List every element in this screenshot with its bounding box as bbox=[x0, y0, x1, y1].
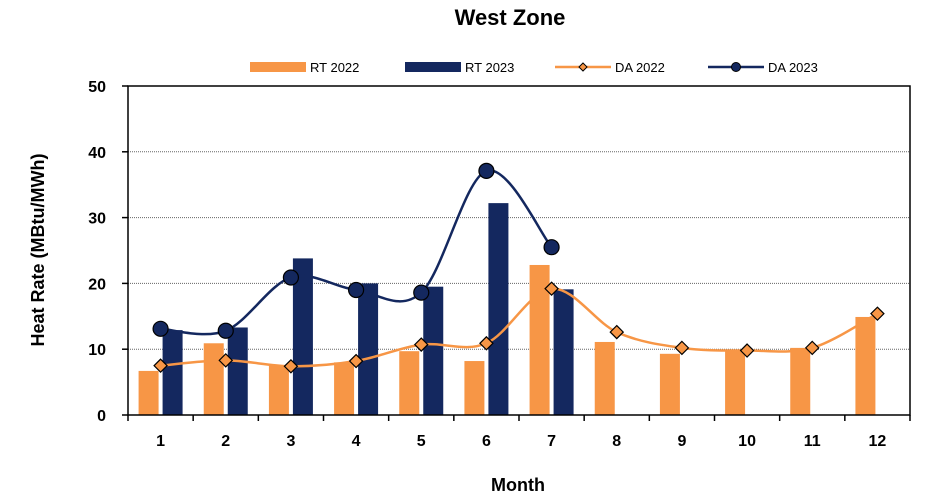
legend-marker bbox=[578, 62, 588, 72]
bar-rt-2023 bbox=[292, 258, 313, 415]
point-da-2022 bbox=[479, 335, 494, 351]
point-da-2022 bbox=[804, 340, 820, 356]
bar-rt-2022 bbox=[659, 353, 680, 415]
legend-item-da-2023: DA 2023 bbox=[708, 60, 818, 75]
point-da-2022 bbox=[153, 358, 168, 373]
point-da-2022 bbox=[413, 337, 429, 352]
legend-label: DA 2023 bbox=[768, 60, 818, 75]
bar-rt-2022 bbox=[203, 343, 224, 415]
bars bbox=[138, 203, 876, 415]
bar-rt-2023 bbox=[358, 283, 379, 415]
bar-rt-2023 bbox=[553, 289, 574, 415]
legend: RT 2022 RT 2023 DA 2022 DA 2023 bbox=[250, 60, 818, 75]
y-axis-title: Heat Rate (MBtu/MWh) bbox=[28, 154, 48, 347]
lines bbox=[152, 162, 885, 374]
legend-item-rt-2022: RT 2022 bbox=[250, 60, 359, 75]
x-tick-label: 1 bbox=[156, 433, 165, 450]
point-da-2022 bbox=[870, 306, 885, 322]
legend-label: RT 2023 bbox=[465, 60, 514, 75]
point-da-2022 bbox=[609, 324, 625, 340]
legend-label: RT 2022 bbox=[310, 60, 359, 75]
bar-rt-2022 bbox=[725, 350, 746, 415]
x-tick-label: 8 bbox=[612, 433, 621, 450]
bar-rt-2023 bbox=[162, 330, 183, 415]
point-da-2022 bbox=[348, 353, 364, 369]
plot-frame bbox=[127, 85, 911, 416]
point-da-2022 bbox=[544, 281, 559, 297]
grid bbox=[128, 85, 910, 350]
x-tick-label: 4 bbox=[352, 433, 361, 450]
point-da-2023 bbox=[478, 162, 495, 179]
y-tick-label: 30 bbox=[88, 211, 106, 228]
point-da-2022 bbox=[218, 353, 234, 368]
y-tick-label: 10 bbox=[88, 342, 106, 359]
y-tick-label: 0 bbox=[97, 408, 106, 425]
point-da-2022 bbox=[674, 340, 690, 356]
bar-rt-2022 bbox=[529, 264, 550, 415]
y-tick-label: 50 bbox=[88, 79, 106, 96]
line-da-2022 bbox=[160, 287, 878, 368]
legend-swatch bbox=[250, 62, 306, 72]
x-tick-label: 12 bbox=[869, 433, 887, 450]
x-tick-label: 11 bbox=[804, 433, 821, 450]
legend-marker bbox=[731, 62, 741, 72]
point-da-2022 bbox=[739, 343, 755, 358]
bar-rt-2022 bbox=[855, 316, 876, 415]
bar-rt-2022 bbox=[268, 365, 289, 415]
legend-label: DA 2022 bbox=[615, 60, 665, 75]
legend-swatch bbox=[405, 62, 461, 72]
x-axis-title: Month bbox=[491, 475, 545, 495]
chart-title: West Zone bbox=[455, 5, 566, 30]
point-da-2023 bbox=[217, 322, 234, 339]
bar-rt-2023 bbox=[423, 286, 444, 415]
point-da-2023 bbox=[413, 284, 430, 301]
bar-rt-2023 bbox=[227, 327, 248, 415]
point-da-2023 bbox=[347, 281, 365, 299]
bar-rt-2022 bbox=[594, 341, 615, 415]
x-tick-label: 7 bbox=[547, 433, 556, 450]
x-tick-label: 9 bbox=[677, 433, 686, 450]
y-tick-label: 40 bbox=[88, 145, 106, 162]
bar-rt-2022 bbox=[790, 347, 811, 415]
bar-rt-2022 bbox=[138, 370, 159, 415]
x-tick-label: 2 bbox=[221, 433, 230, 450]
point-da-2023 bbox=[282, 269, 300, 286]
point-da-2023 bbox=[152, 320, 169, 337]
bar-rt-2022 bbox=[399, 351, 420, 415]
point-da-2022 bbox=[283, 358, 299, 374]
x-tick-label: 3 bbox=[286, 433, 295, 450]
point-da-2023 bbox=[543, 239, 560, 256]
x-tick-label: 5 bbox=[417, 433, 426, 450]
bar-rt-2022 bbox=[334, 362, 355, 415]
bar-rt-2022 bbox=[464, 361, 485, 415]
x-tick-label: 6 bbox=[482, 433, 491, 450]
axes bbox=[122, 85, 911, 421]
bar-rt-2023 bbox=[488, 203, 509, 415]
x-tick-label: 10 bbox=[738, 433, 756, 450]
legend-item-da-2022: DA 2022 bbox=[555, 60, 665, 75]
legend-item-rt-2023: RT 2023 bbox=[405, 60, 514, 75]
y-tick-label: 20 bbox=[88, 276, 106, 293]
